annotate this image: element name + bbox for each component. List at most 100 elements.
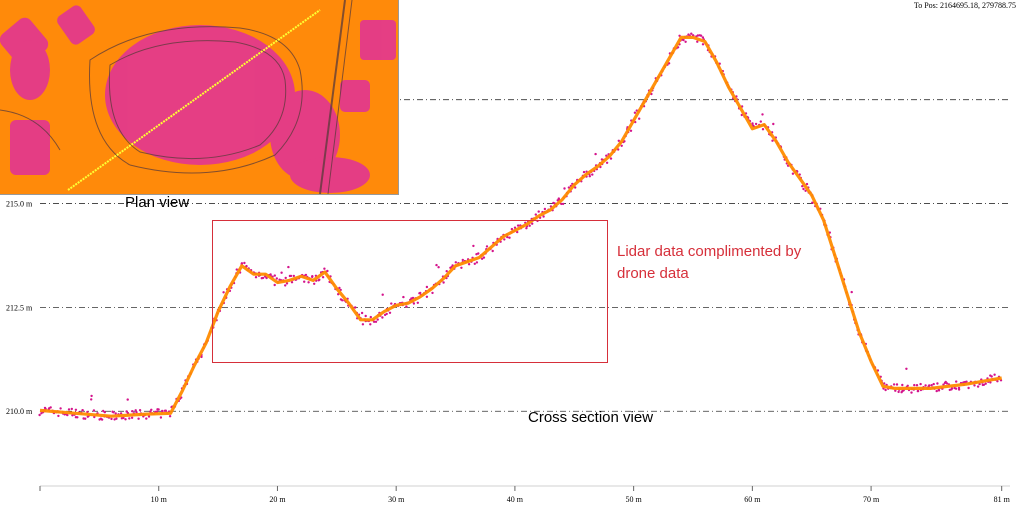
lidar-point <box>304 273 308 277</box>
lidar-point <box>374 320 378 323</box>
lidar-point <box>243 261 246 265</box>
lidar-point <box>638 117 641 120</box>
lidar-point <box>897 390 900 394</box>
lidar-point <box>360 311 364 315</box>
lidar-drone-annotation: Lidar data complimented by drone data <box>617 243 802 282</box>
lidar-point <box>159 416 163 419</box>
lidar-point <box>557 197 560 200</box>
lidar-point <box>620 144 623 147</box>
lidar-point <box>759 120 762 123</box>
x-tick-labels: 10 m 20 m 30 m 40 m 50 m 60 m 70 m 81 m <box>39 486 1011 504</box>
lidar-point <box>235 268 238 271</box>
lidar-point <box>321 276 325 279</box>
lidar-point <box>71 414 74 417</box>
lidar-point <box>701 43 705 46</box>
lidar-point <box>945 382 949 385</box>
lidar-point <box>491 249 494 253</box>
lidar-point <box>285 282 289 285</box>
lidar-point <box>437 266 440 269</box>
lidar-point <box>416 301 419 304</box>
y-tick-labels: 210.0 m 212.5 m 215.0 m <box>6 200 33 417</box>
lidar-point <box>369 323 372 326</box>
lidar-point <box>313 282 316 285</box>
lidar-point <box>390 302 393 305</box>
lidar-point <box>157 408 160 411</box>
lidar-point <box>754 122 758 126</box>
lidar-point <box>850 290 853 294</box>
lidar-point <box>318 278 321 281</box>
plan-view-label: Plan view <box>125 194 190 211</box>
lidar-point <box>290 281 294 284</box>
lidar-point <box>369 315 372 319</box>
lidar-point <box>919 382 922 386</box>
lidar-point <box>531 222 534 225</box>
lidar-point <box>910 391 913 394</box>
lidar-point <box>473 262 476 265</box>
y-tick-label: 212.5 m <box>6 303 33 312</box>
lidar-point <box>147 415 151 418</box>
lidar-point <box>461 258 464 262</box>
lidar-point <box>103 411 107 414</box>
lidar-point <box>38 413 41 417</box>
lidar-point <box>280 271 283 274</box>
lidar-point <box>168 415 172 418</box>
lidar-point <box>477 252 480 255</box>
lidar-point <box>510 227 514 231</box>
x-tick-label: 50 m <box>626 495 643 504</box>
x-tick-label: 10 m <box>151 495 168 504</box>
lidar-point <box>354 306 357 309</box>
lidar-point <box>435 263 438 267</box>
lidar-point <box>145 417 148 420</box>
x-tick-label: 70 m <box>863 495 880 504</box>
lidar-point <box>90 398 93 401</box>
lidar-point <box>892 383 896 386</box>
lidar-point <box>791 172 795 175</box>
lidar-point <box>475 253 478 256</box>
lidar-point <box>66 413 69 417</box>
lidar-point <box>114 412 117 415</box>
y-tick-label: 210.0 m <box>6 407 33 416</box>
lidar-point <box>609 157 613 160</box>
lidar-point <box>772 122 775 126</box>
lidar-point <box>341 299 344 302</box>
lidar-point <box>240 262 244 265</box>
lidar-point <box>149 410 152 413</box>
lidar-point <box>905 367 908 370</box>
lidar-point <box>696 40 699 43</box>
lidar-point <box>801 185 804 188</box>
lidar-point <box>138 409 142 412</box>
lidar-point <box>503 238 506 241</box>
x-tick-label: 30 m <box>388 495 405 504</box>
lidar-point <box>996 380 999 383</box>
lidar-point <box>513 226 517 229</box>
lidar-point <box>973 384 976 387</box>
lidar-point <box>482 256 486 259</box>
lidar-point <box>802 187 805 191</box>
lidar-point <box>605 161 609 164</box>
lidar-point <box>311 275 314 278</box>
lidar-point <box>696 34 700 37</box>
lidar-point <box>699 34 703 37</box>
lidar-point <box>425 295 429 298</box>
lidar-point <box>326 269 329 273</box>
lidar-point <box>76 416 79 419</box>
lidar-point <box>289 274 293 278</box>
lidar-point <box>130 416 134 419</box>
lidar-point <box>273 274 276 277</box>
lidar-point <box>67 408 71 411</box>
lidar-point <box>150 408 153 411</box>
lidar-point <box>460 266 463 269</box>
lidar-point <box>137 417 140 420</box>
lidar-point <box>965 380 968 383</box>
lidar-point <box>467 263 471 266</box>
lidar-point <box>563 187 566 190</box>
lidar-point <box>543 207 547 211</box>
x-tick-label: 60 m <box>744 495 761 504</box>
lidar-point <box>906 384 909 387</box>
lidar-point <box>90 394 93 398</box>
lidar-point <box>57 414 60 418</box>
lidar-point <box>984 382 987 385</box>
lidar-point <box>989 381 992 384</box>
lidar-point <box>485 245 489 248</box>
